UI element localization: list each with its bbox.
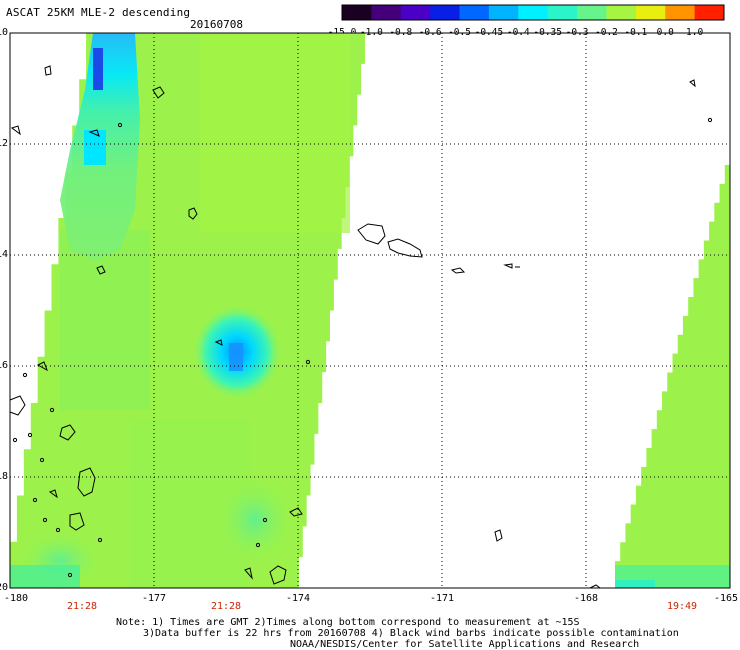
note-line-2: 3)Data buffer is 22 hrs from 20160708 4)…	[143, 628, 679, 639]
colorbar-swatch	[488, 5, 519, 20]
chart-title: ASCAT 25KM MLE-2 descending	[6, 6, 191, 19]
island-outline	[10, 125, 21, 136]
island-outline	[96, 265, 106, 275]
colorbar-swatch	[547, 5, 578, 20]
island-outline	[59, 424, 76, 441]
islet	[67, 572, 73, 578]
note-line-3: NOAA/NESDIS/Center for Satellite Applica…	[290, 639, 640, 650]
island-outline	[289, 507, 303, 517]
island-outline	[69, 512, 85, 531]
islet	[97, 537, 103, 543]
islet	[117, 122, 123, 128]
islet	[262, 517, 268, 523]
x-tick-label: -174	[285, 593, 311, 604]
island-outline	[269, 565, 287, 585]
x-tick-label: -177	[141, 593, 167, 604]
island-outline	[244, 567, 253, 580]
colorbar-swatch	[577, 5, 607, 20]
colorbar-swatch	[430, 5, 461, 20]
x-tick-label: -171	[429, 593, 455, 604]
island-outline	[36, 361, 48, 372]
islet	[255, 542, 261, 548]
y-tick-label: -12	[0, 138, 8, 149]
y-tick-label: -10	[0, 27, 8, 38]
colorbar-swatch	[518, 5, 549, 20]
island-outline	[214, 339, 223, 346]
island-outline	[152, 86, 165, 99]
colorbar-swatch	[459, 5, 490, 20]
note-line-1: Note: 1) Times are GMT 2)Times along bot…	[116, 617, 580, 628]
chart-date: 20160708	[190, 18, 243, 31]
island-outline	[188, 207, 198, 220]
y-tick-label: -20	[0, 582, 8, 593]
island-outline	[494, 529, 503, 542]
y-tick-label: -18	[0, 471, 8, 482]
islet	[49, 407, 55, 413]
islet	[12, 437, 18, 443]
x-tick-label: -180	[3, 593, 29, 604]
islet	[707, 117, 713, 123]
islet	[42, 517, 48, 523]
islet	[39, 457, 45, 463]
island-outline	[77, 467, 96, 497]
islet	[305, 359, 311, 365]
colorbar-swatch	[635, 5, 666, 20]
island-outline	[503, 263, 513, 269]
colorbar-swatch	[371, 5, 402, 20]
y-tick-label: -14	[0, 249, 8, 260]
island-outline	[9, 395, 26, 416]
islet	[55, 527, 61, 533]
plot-frame	[9, 32, 731, 589]
colorbar-swatch	[694, 5, 725, 20]
island-outline	[387, 238, 423, 258]
x-tick-label: -165	[713, 593, 739, 604]
island-outline	[88, 129, 100, 137]
island-outline	[44, 65, 52, 76]
east-swath	[615, 165, 730, 588]
pass-time-label: 21:28	[66, 601, 98, 612]
island-outline	[357, 223, 386, 245]
island-outline	[48, 489, 58, 499]
colorbar-swatch	[606, 5, 637, 20]
island-outline	[689, 79, 696, 88]
high-value-cell	[93, 48, 103, 90]
colorbar-frame	[341, 4, 725, 21]
colorbar-swatch	[400, 5, 431, 20]
islet	[27, 432, 33, 438]
islet	[32, 497, 38, 503]
x-tick-label: -168	[573, 593, 599, 604]
island-outline	[450, 267, 466, 274]
colorbar-swatch	[665, 5, 696, 20]
colorbar-swatch	[342, 5, 372, 20]
islet	[22, 372, 28, 378]
y-tick-label: -16	[0, 360, 8, 371]
pass-time-label: 19:49	[666, 601, 698, 612]
pass-time-label: 21:28	[210, 601, 242, 612]
